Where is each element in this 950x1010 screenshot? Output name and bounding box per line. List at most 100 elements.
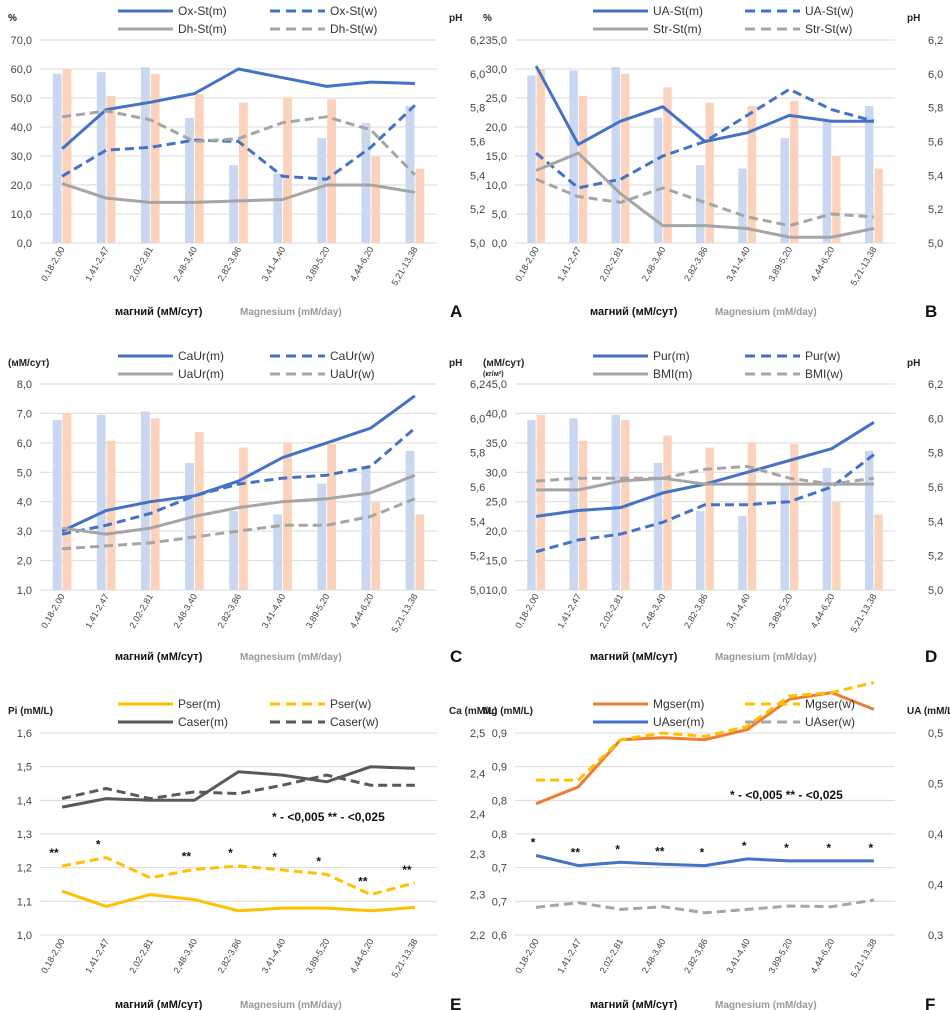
y2-tick-label: 5,8 [470,448,485,460]
y-tick-label: 10,0 [486,585,507,597]
y2-tick-label: 2,2 [470,930,485,942]
y-tick-label: 15,0 [486,556,507,568]
y-tick-label: 30,0 [486,467,507,479]
y-tick-label: 1,3 [17,829,32,841]
y2-tick-label: 2,3 [470,890,485,902]
bar-women [747,105,757,243]
bar-women [62,68,72,243]
y-tick-label: 30,0 [486,64,507,76]
x-tick-label: 1,41-2,47 [83,592,111,630]
x-tick-label: 2,02-2,81 [127,245,155,283]
x-tick-label: 3,41-4,40 [260,937,288,975]
bar-men [229,165,238,243]
y-tick-label: 7,0 [17,408,32,420]
x-tick-label: 5,21-13,38 [848,245,878,287]
significance-marker: ** [182,849,192,863]
bar-women [106,95,116,243]
y-tick-label: 0,8 [492,795,507,807]
significance-marker: * [316,854,321,868]
y2-tick-label: 5,4 [928,170,943,182]
y-tick-label: 1,4 [17,795,32,807]
y-tick-label: 1,0 [17,585,32,597]
significance-marker: * [615,842,620,856]
x-tick-label: 3,41-4,40 [724,245,752,283]
series-line-Pur(w) [535,453,875,554]
panel-label: F [925,995,935,1010]
legend-label: Dh-St(m) [178,22,227,36]
bar-men [96,72,106,244]
x-tick-label: 2,02-2,81 [127,937,155,975]
y-tick-label: 10,0 [486,180,507,192]
x-axis-label: магний (мМ/сут) [115,999,203,1010]
y-tick-label: 1,0 [17,930,32,942]
y2-tick-label: 6,2 [928,35,943,47]
legend-label: UaUr(m) [178,367,224,381]
bar-women [832,156,841,243]
chart-panel-B: 0,0 5,0 10,0 15,0 20,0 25,0 30,0 35,0 5,0 5,2 5,4 5… [483,4,943,321]
x-tick-label: 3,89-5,20 [767,592,795,630]
x-tick-label: 2,82-3,86 [682,245,710,283]
left-axis-unit-2: (кг/м²) [483,371,504,378]
significance-note: * - <0,005 ** - <0,025 [272,810,385,824]
legend-label: Pur(w) [805,349,840,363]
bar-men [273,173,283,243]
bar-women [371,502,381,590]
y2-tick-label: 5,0 [928,238,943,250]
y2-tick-label: 5,8 [928,448,943,460]
y-tick-label: 1,5 [17,762,32,774]
y-tick-label: 5,0 [492,209,507,221]
bar-men [738,168,747,243]
y2-tick-label: 5,0 [470,585,485,597]
bar-men [569,70,578,243]
y2-tick-label: 5,0 [470,238,485,250]
legend-label: Pser(w) [330,697,371,711]
significance-marker: ** [49,846,59,860]
y-tick-label: 70,0 [11,35,32,47]
bar-men [185,117,194,243]
x-axis-label: магний (мМ/сут) [590,306,678,318]
legend-label: Caser(m) [178,715,228,729]
right-axis-unit: Ca (mM/L) [449,706,497,717]
y2-tick-label: 5,2 [928,204,943,216]
bar-men [696,165,705,243]
bar-men [611,414,621,590]
legend-label: UAser(w) [805,715,855,729]
x-tick-label: 4,44-6,20 [348,592,376,630]
legend-label: Str-St(m) [653,22,702,36]
x-tick-label: 2,02-2,81 [127,592,155,630]
y-tick-label: 0,9 [492,762,507,774]
y-tick-label: 15,0 [486,151,507,163]
significance-marker: * [784,841,789,855]
bar-women [832,502,841,590]
y-tick-label: 1,1 [17,896,32,908]
y-tick-label: 2,0 [17,556,32,568]
legend-label: Str-St(w) [805,22,852,36]
bar-men [96,414,106,590]
bar-men [653,117,663,243]
series-line-Pser(w) [61,856,416,897]
x-tick-label: 2,48-3,40 [171,245,199,283]
y2-tick-label: 2,4 [470,809,485,821]
significance-marker: * [272,850,277,864]
x-tick-label: 5,21-13,38 [848,592,878,634]
x-tick-label: 5,21-13,38 [848,937,878,979]
x-tick-label: 0,18-2,00 [39,592,67,630]
bar-men [140,411,150,590]
y2-tick-label: 5,6 [928,137,943,149]
significance-marker: * [96,838,101,852]
bar-women [747,442,757,590]
series-line-Str-St(m) [535,151,875,239]
bar-men [273,514,283,590]
x-tick-label: 5,21-13,38 [389,937,419,979]
bar-women [705,447,714,590]
series-line-Caser(m) [61,765,415,809]
significance-marker: ** [358,875,368,889]
right-axis-unit: pH [907,13,920,24]
x-tick-label: 0,18-2,00 [513,245,541,283]
bar-women [578,95,588,243]
x-axis-label-en: Magnesium (mM/day) [715,652,817,663]
chart-panel-A: 0,0 10,0 20,0 30,0 40,0 50,0 60,0 70,0 5,0 5,2 5,4… [8,4,485,321]
x-tick-label: 3,41-4,40 [260,592,288,630]
bar-men [317,138,327,243]
x-tick-label: 3,89-5,20 [767,937,795,975]
